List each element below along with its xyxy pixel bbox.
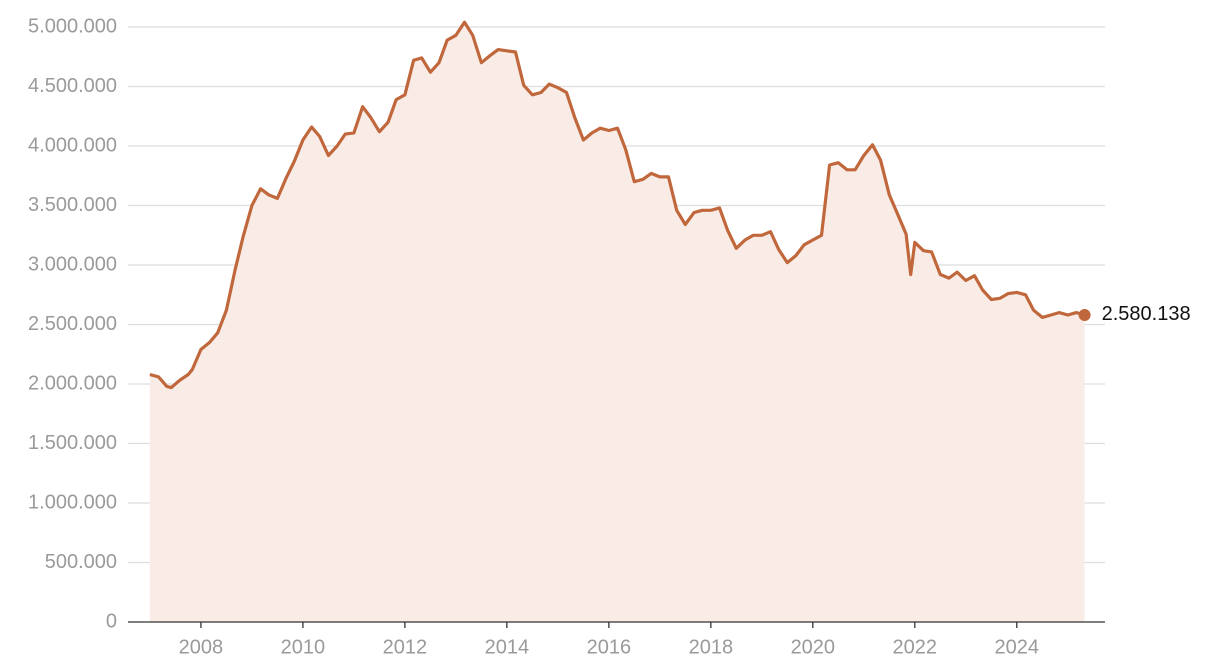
- x-tick-label: 2024: [995, 636, 1040, 658]
- y-tick-label: 3.500.000: [28, 194, 117, 216]
- y-tick-label: 2.500.000: [28, 313, 117, 335]
- y-tick-label: 4.500.000: [28, 75, 117, 97]
- y-tick-label: 4.000.000: [28, 134, 117, 156]
- x-tick-label: 2008: [179, 636, 224, 658]
- line: [149, 20, 1086, 390]
- x-tick-label: 2018: [689, 636, 734, 658]
- y-tick-label: 500.000: [45, 551, 117, 573]
- y-tick-label: 0: [106, 610, 117, 632]
- x-tick-label: 2020: [791, 636, 836, 658]
- y-tick-label: 2.000.000: [28, 372, 117, 394]
- y-tick-label: 3.000.000: [28, 253, 117, 275]
- x-tick-label: 2022: [893, 636, 938, 658]
- area: [149, 22, 1085, 622]
- y-tick-label: 5.000.000: [28, 15, 117, 37]
- x-tick-label: 2012: [383, 636, 428, 658]
- y-tick-label: 1.500.000: [28, 432, 117, 454]
- x-tick-label: 2010: [281, 636, 326, 658]
- y-tick-label: 1.000.000: [28, 491, 117, 513]
- value-label: 2.580.138: [1102, 303, 1191, 325]
- x-tick-label: 2014: [485, 636, 530, 658]
- end-point: [1078, 308, 1091, 321]
- x-tick-label: 2016: [587, 636, 632, 658]
